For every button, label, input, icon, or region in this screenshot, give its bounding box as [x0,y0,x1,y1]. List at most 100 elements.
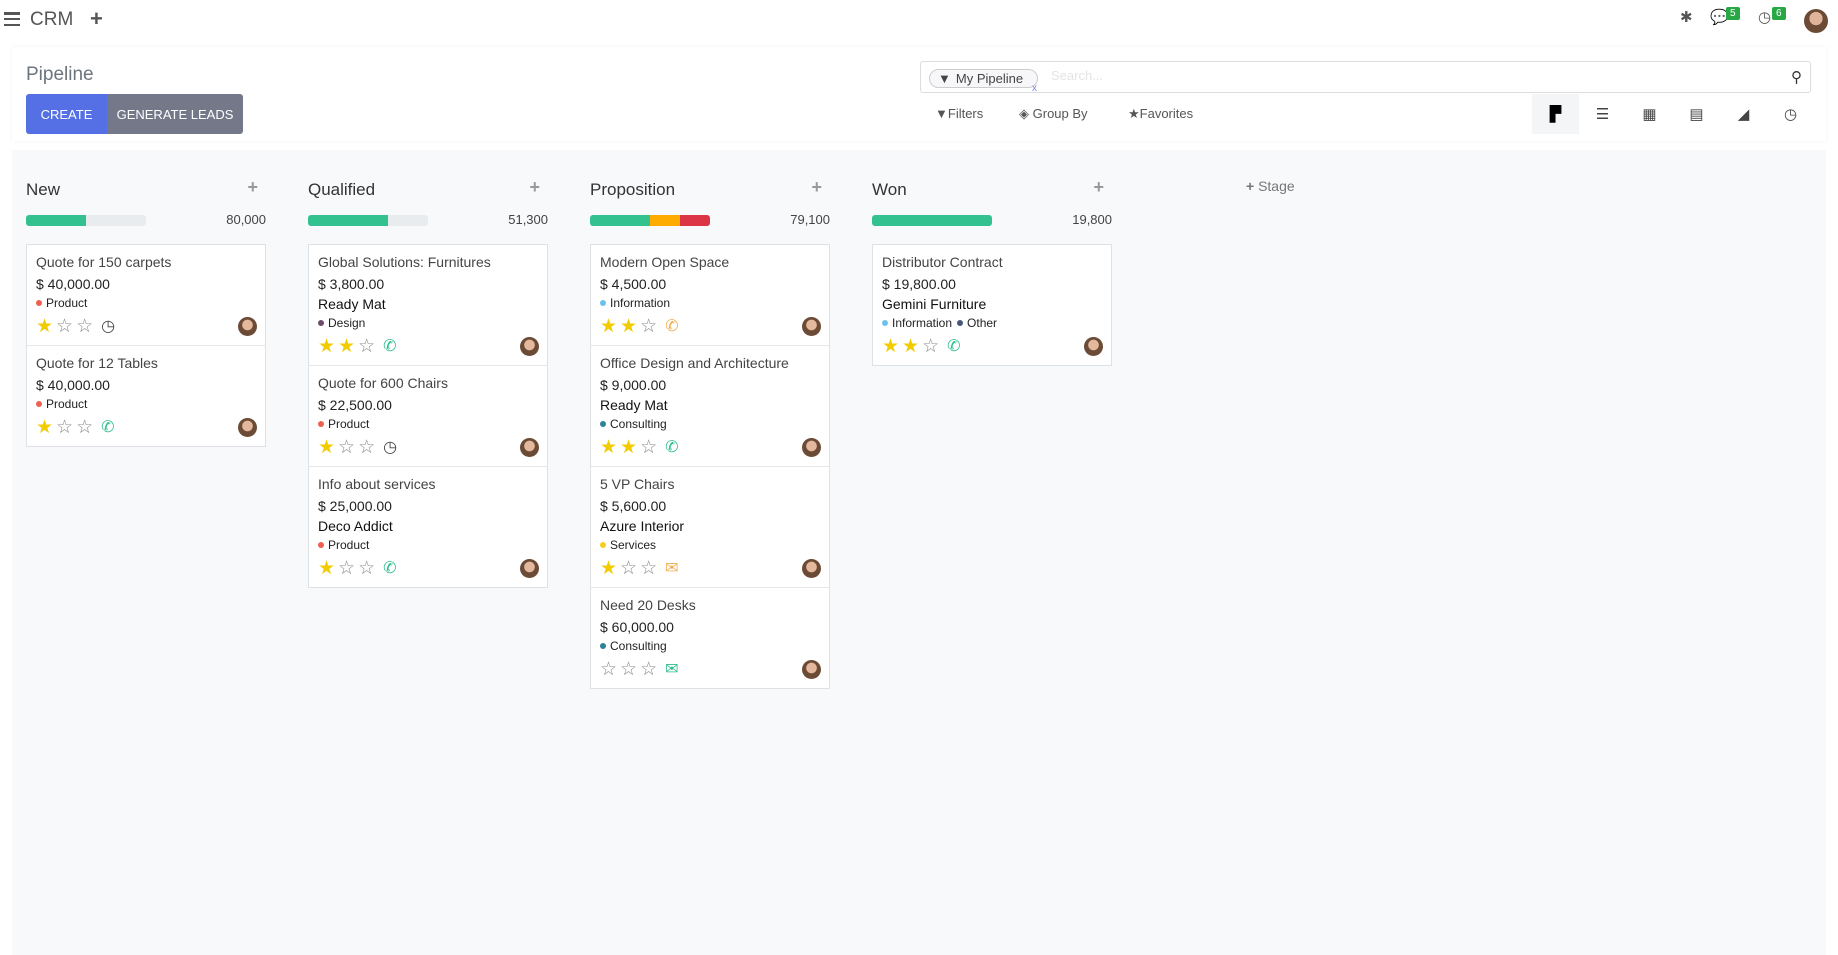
priority-star-icon[interactable]: ★ [882,335,900,357]
priority-star-icon[interactable]: ★ [600,557,618,579]
progress-segment[interactable] [26,215,86,226]
priority-star-icon[interactable]: ★ [36,416,54,438]
search-input[interactable] [1051,68,1731,83]
kanban-card[interactable]: 5 VP Chairs $ 5,600.00 Azure Interior Servi… [591,467,829,588]
progress-segment[interactable] [650,215,680,226]
kanban-card[interactable]: Distributor Contract $ 19,800.00 Gemini Fu… [873,245,1111,365]
calendar-view-button[interactable]: ▦ [1642,106,1657,123]
priority-star-icon[interactable]: ☆ [600,658,618,680]
priority-star-icon[interactable]: ★ [620,315,638,337]
graph-view-button[interactable]: ◢ [1737,106,1750,123]
priority-star-icon[interactable]: ☆ [76,416,94,438]
priority-star-icon[interactable]: ☆ [640,557,658,579]
kanban-card[interactable]: Quote for 150 carpets $ 40,000.00 Product ★… [27,245,265,346]
column-progress-bar[interactable] [26,215,146,226]
priority-star-icon[interactable]: ★ [902,335,920,357]
priority-star-icon[interactable]: ☆ [640,315,658,337]
kanban-card[interactable]: Info about services $ 25,000.00 Deco Addic… [309,467,547,587]
kanban-card[interactable]: Modern Open Space $ 4,500.00 Information ★ ★… [591,245,829,346]
priority-star-icon[interactable]: ☆ [358,335,376,357]
phone-icon[interactable]: ✆ [383,338,397,355]
generate-leads-button[interactable]: GENERATE LEADS [107,94,243,134]
clock-icon[interactable]: ◷ [101,318,116,335]
clock-icon[interactable]: ◷ [383,439,398,456]
priority-star-icon[interactable]: ☆ [620,658,638,680]
favorites-button[interactable]: ★Favorites [1128,106,1193,122]
progress-segment[interactable] [872,215,992,226]
quick-create-plus-icon[interactable]: + [1093,177,1104,197]
priority-star-icon[interactable]: ☆ [56,315,74,337]
priority-star-icon[interactable]: ☆ [338,557,356,579]
bug-icon[interactable]: ✱ [1680,9,1693,26]
kanban-view-button[interactable]: ▛ [1532,94,1579,134]
priority-star-icon[interactable]: ☆ [620,557,638,579]
column-title[interactable]: Proposition [590,180,676,199]
priority-star-icon[interactable]: ☆ [640,658,658,680]
priority-star-icon[interactable]: ★ [600,436,618,458]
progress-segment[interactable] [308,215,389,226]
priority-star-icon[interactable]: ☆ [338,436,356,458]
priority-star-icon[interactable]: ☆ [76,315,94,337]
facet-remove-icon[interactable]: x [1032,83,1037,94]
progress-segment[interactable] [590,215,650,226]
list-view-button[interactable]: ☰ [1595,106,1610,123]
salesperson-avatar[interactable] [520,559,539,578]
kanban-card[interactable]: Quote for 600 Chairs $ 22,500.00 Product ★ ☆… [309,366,547,467]
column-title[interactable]: New [26,180,61,199]
progress-segment[interactable] [680,215,710,226]
column-progress-bar[interactable] [308,215,428,226]
envelope-icon[interactable]: ✉ [665,661,679,678]
salesperson-avatar[interactable] [520,438,539,457]
column-title[interactable]: Qualified [308,180,376,199]
salesperson-avatar[interactable] [520,337,539,356]
priority-star-icon[interactable]: ★ [620,436,638,458]
priority-star-icon[interactable]: ★ [338,335,356,357]
activities-clock-icon[interactable]: ◷ [1758,9,1772,26]
kanban-card[interactable]: Office Design and Architecture $ 9,000.00… [591,346,829,467]
priority-star-icon[interactable]: ☆ [358,436,376,458]
search-icon[interactable]: ⚲ [1791,69,1802,86]
quick-create-plus-icon[interactable]: + [811,177,822,197]
priority-star-icon[interactable]: ☆ [640,436,658,458]
messages-icon[interactable]: 💬 [1710,9,1729,26]
column-progress-bar[interactable] [590,215,710,226]
priority-star-icon[interactable]: ★ [36,315,54,337]
phone-icon[interactable]: ✆ [665,318,679,335]
phone-icon[interactable]: ✆ [947,338,961,355]
priority-star-icon[interactable]: ★ [318,335,336,357]
priority-star-icon[interactable]: ☆ [56,416,74,438]
kanban-card[interactable]: Global Solutions: Furnitures $ 3,800.00 Re… [309,245,547,366]
kanban-card[interactable]: Need 20 Desks $ 60,000.00 Consulting ☆ ☆ ☆ ✉ [591,588,829,688]
phone-icon[interactable]: ✆ [383,560,397,577]
pivot-view-button[interactable]: ▤ [1689,106,1704,123]
salesperson-avatar[interactable] [238,317,257,336]
activity-view-button[interactable]: ◷ [1783,106,1798,123]
filters-button[interactable]: ▼Filters [935,106,983,121]
phone-icon[interactable]: ✆ [665,439,679,456]
quick-create-plus-icon[interactable]: + [247,177,258,197]
hamburger-menu-icon[interactable] [4,12,20,26]
column-progress-bar[interactable] [872,215,992,226]
kanban-card[interactable]: Quote for 12 Tables $ 40,000.00 Product ★ ☆ ☆… [27,346,265,446]
priority-star-icon[interactable]: ☆ [922,335,940,357]
phone-icon[interactable]: ✆ [101,419,115,436]
add-stage-button[interactable]: + Stage [1246,178,1295,194]
salesperson-avatar[interactable] [238,418,257,437]
app-name[interactable]: CRM [30,9,74,30]
salesperson-avatar[interactable] [802,317,821,336]
column-title[interactable]: Won [872,180,907,199]
priority-star-icon[interactable]: ★ [318,557,336,579]
create-button[interactable]: CREATE [26,94,107,134]
quick-create-plus-icon[interactable]: + [529,177,540,197]
priority-star-icon[interactable]: ☆ [358,557,376,579]
user-avatar[interactable] [1804,9,1828,33]
search-facet[interactable]: ▼ My Pipeline [929,69,1039,88]
priority-star-icon[interactable]: ★ [600,315,618,337]
salesperson-avatar[interactable] [802,559,821,578]
salesperson-avatar[interactable] [802,660,821,679]
envelope-icon[interactable]: ✉ [665,560,679,577]
plus-icon[interactable]: + [90,6,103,31]
priority-star-icon[interactable]: ★ [318,436,336,458]
salesperson-avatar[interactable] [802,438,821,457]
salesperson-avatar[interactable] [1084,337,1103,356]
